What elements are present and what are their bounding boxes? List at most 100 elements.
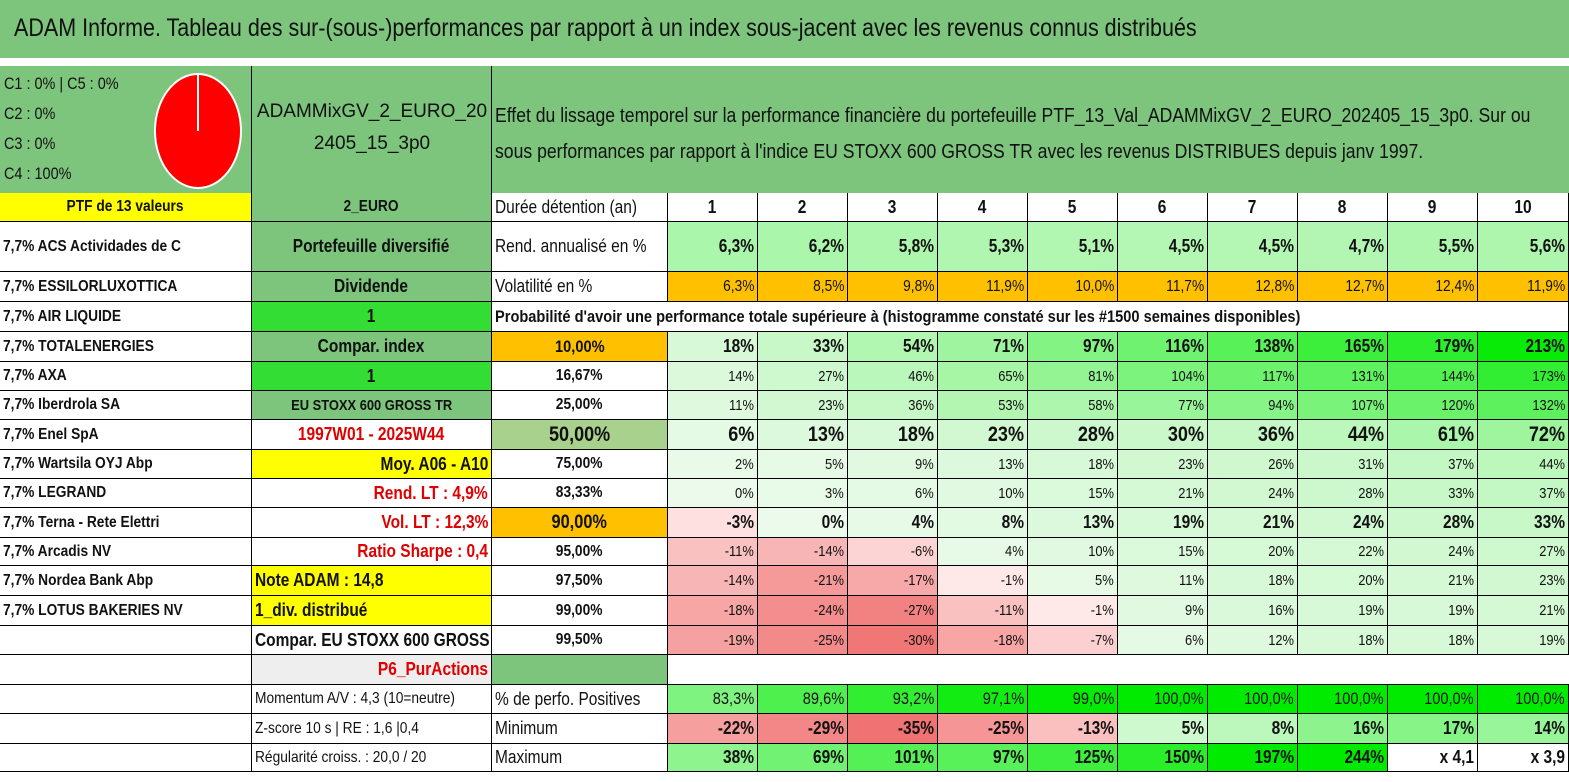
probability-cell: 18% <box>848 420 938 450</box>
probability-cell: 19% <box>1388 596 1478 626</box>
probability-cell-text: 28% <box>1358 484 1384 502</box>
probability-cell-text: 3% <box>825 484 844 502</box>
probability-cell: 46% <box>848 362 938 391</box>
probability-cell: -1% <box>938 566 1028 596</box>
description-panel: Effet du lissage temporel sur la perform… <box>492 66 1569 193</box>
probability-cell: 104% <box>1118 362 1208 391</box>
probability-cell: 53% <box>938 391 1028 420</box>
holding-cell-text: PTF de 13 valeurs <box>66 198 185 215</box>
row-label-cell-text: Volatilité en % <box>495 276 593 296</box>
minimum-cell: 17% <box>1388 714 1478 744</box>
allocation-pie-panel: C1 : 0% | C5 : 0% C2 : 0% C3 : 0% C4 : 1… <box>0 66 252 193</box>
probability-cell: 31% <box>1298 450 1388 479</box>
holding-cell: 7,7% Arcadis NV <box>0 538 252 566</box>
row-label-cell: Durée détention (an) <box>492 193 668 222</box>
positive-share-cell: 89,6% <box>758 685 848 714</box>
probability-cell-text: 9% <box>1185 602 1204 619</box>
probability-cell-text: 21% <box>1448 572 1474 589</box>
probability-cell: 138% <box>1208 332 1298 362</box>
probability-cell: 27% <box>758 362 848 391</box>
probability-cell: 15% <box>1118 538 1208 566</box>
holding-cell-text: 7,7% TOTALENERGIES <box>3 337 154 355</box>
positive-share-cell-text: 89,6% <box>802 689 844 708</box>
probability-cell: 13% <box>758 420 848 450</box>
probability-cell-text: 120% <box>1440 396 1474 414</box>
probability-cell-text: 53% <box>998 396 1024 414</box>
empty-cell <box>758 655 848 685</box>
minimum-cell: -35% <box>848 714 938 744</box>
row-label-cell-text: 25,00% <box>556 396 603 413</box>
positive-share-cell-text: 100,0% <box>1334 689 1384 708</box>
portfolio-info-cell-text: P6_PurActions <box>377 659 488 679</box>
probability-cell-text: 6% <box>915 484 934 502</box>
portfolio-info-cell: 1 <box>252 302 492 332</box>
probability-cell: 11% <box>1118 566 1208 596</box>
probability-cell-text: 44% <box>1347 422 1384 446</box>
positive-share-cell-text: 100,0% <box>1244 689 1294 708</box>
probability-cell: 54% <box>848 332 938 362</box>
probability-cell: 5% <box>758 450 848 479</box>
probability-cell-text: -18% <box>723 602 754 619</box>
probability-cell: 21% <box>1208 508 1298 538</box>
volatility-cell: 11,9% <box>1478 272 1569 302</box>
holding-cell: 7,7% Iberdrola SA <box>0 391 252 420</box>
probability-cell-text: 27% <box>1539 543 1565 560</box>
probability-caption: Probabilité d'avoir une performance tota… <box>492 302 1478 332</box>
positive-share-cell-text: 83,3% <box>712 689 754 708</box>
row-label-cell: Minimum <box>492 714 668 744</box>
probability-cell-text: 18% <box>723 336 754 356</box>
holding-year-header: 2 <box>758 193 848 222</box>
probability-cell-text: 18% <box>1448 631 1474 649</box>
empty-cell <box>1478 655 1569 685</box>
probability-cell: 6% <box>668 420 758 450</box>
probability-cell: 12% <box>1208 626 1298 655</box>
probability-cell: 26% <box>1208 450 1298 479</box>
allocation-pie-chart <box>154 73 242 189</box>
probability-cell-text: 46% <box>908 367 934 385</box>
annual-return-cell: 5,1% <box>1028 222 1118 272</box>
maximum-cell: 197% <box>1208 744 1298 772</box>
probability-cell-text: 173% <box>1531 367 1565 385</box>
portfolio-info-cell-text: 1_div. distribué <box>255 600 368 620</box>
row-label-cell: 99,50% <box>492 626 668 655</box>
holding-cell: 7,7% ACS Actividades de C <box>0 222 252 272</box>
portfolio-info-cell-text: Régularité croiss. : 20,0 / 20 <box>255 748 427 766</box>
maximum-cell: 244% <box>1298 744 1388 772</box>
probability-cell: 19% <box>1298 596 1388 626</box>
probability-caption-text: Probabilité d'avoir une performance tota… <box>495 306 1301 326</box>
probability-cell-text: -18% <box>993 631 1024 649</box>
row-label-cell-text: 50,00% <box>548 422 611 446</box>
probability-cell-text: 19% <box>1173 512 1204 532</box>
maximum-cell: 69% <box>758 744 848 772</box>
maximum-cell: 38% <box>668 744 758 772</box>
probability-cell-text: -11% <box>994 602 1024 619</box>
probability-cell: 10% <box>1028 538 1118 566</box>
probability-cell: 33% <box>758 332 848 362</box>
probability-cell: 23% <box>938 420 1028 450</box>
positive-share-cell: 93,2% <box>848 685 938 714</box>
probability-cell-text: 20% <box>1268 543 1294 560</box>
probability-cell-text: 97% <box>1083 336 1114 356</box>
portfolio-info-cell-text: Momentum A/V : 4,3 (10=neutre) <box>255 690 456 707</box>
portfolio-info-cell: Rend. LT : 4,9% <box>252 479 492 508</box>
probability-cell-text: 14% <box>728 367 754 385</box>
volatility-cell-text: 8,5% <box>812 277 844 295</box>
pie-legend-line: C1 : 0% | C5 : 0% <box>4 74 119 93</box>
probability-cell-text: 2% <box>735 455 754 473</box>
annual-return-cell-text: 5,6% <box>1529 236 1565 256</box>
portfolio-info-cell-text: Moy. A06 - A10 <box>380 453 488 474</box>
probability-cell: 61% <box>1388 420 1478 450</box>
row-label-cell-text: % de perfo. Positives <box>495 688 641 709</box>
portfolio-info-cell: Régularité croiss. : 20,0 / 20 <box>252 744 492 772</box>
holding-year-header: 7 <box>1208 193 1298 222</box>
annual-return-cell-text: 5,5% <box>1438 236 1474 256</box>
portfolio-info-cell: Z-score 10 s | RE : 1,6 |0,4 <box>252 714 492 744</box>
probability-cell-text: 18% <box>897 422 934 446</box>
portfolio-info-cell-text: Portefeuille diversifié <box>293 236 450 256</box>
maximum-cell-text: 69% <box>813 747 844 767</box>
portfolio-info-cell: 1997W01 - 2025W44 <box>252 420 492 450</box>
annual-return-cell-text: 6,3% <box>718 236 754 256</box>
probability-cell-text: 10% <box>998 484 1024 502</box>
probability-cell-text: 165% <box>1344 336 1384 356</box>
volatility-cell-text: 10,0% <box>1074 277 1114 295</box>
